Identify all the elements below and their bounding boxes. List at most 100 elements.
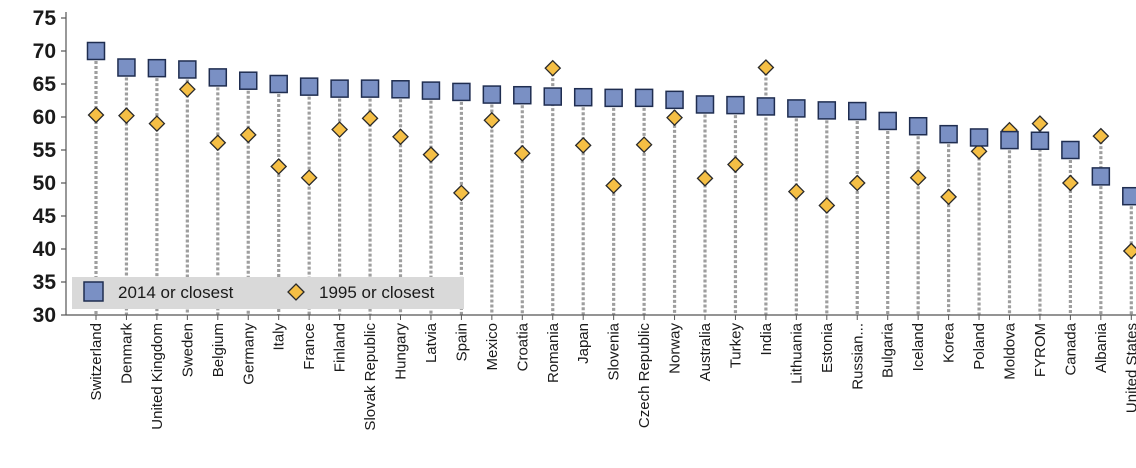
point-1995-mexico — [483, 111, 501, 129]
point-2014-korea — [939, 124, 958, 144]
x-category-label: Korea — [941, 322, 958, 363]
x-category-label: Germany — [240, 323, 257, 385]
x-category-label: Romania — [545, 322, 562, 383]
point-1995-switzerland — [87, 106, 105, 124]
y-tick-label: 50 — [33, 172, 56, 195]
x-category-label: Switzerland — [88, 323, 105, 401]
legend-label-2014: 2014 or closest — [118, 283, 234, 302]
x-category-label: Czech Republic — [636, 323, 653, 429]
point-2014-albania — [1091, 167, 1111, 186]
point-2014-bulgaria — [878, 111, 897, 131]
x-category-label: Albania — [1093, 322, 1110, 373]
point-1995-poland — [970, 142, 988, 160]
x-category-label: United States — [1123, 323, 1136, 413]
x-category-label: France — [301, 323, 318, 370]
x-category-label: Estonia — [819, 322, 836, 373]
point-1995-spain — [452, 184, 470, 202]
point-2014-sweden — [178, 60, 197, 79]
point-1995-australia — [696, 169, 714, 187]
x-category-label: Iceland — [910, 323, 927, 371]
x-category-label: Slovak Republic — [362, 323, 379, 431]
point-2014-norway — [665, 90, 684, 110]
point-1995-slovak-republic — [361, 109, 379, 127]
point-2014-poland — [969, 128, 989, 147]
x-category-label: Latvia — [423, 322, 440, 363]
point-2014-czech-republic — [634, 88, 654, 108]
point-2014-iceland — [908, 116, 928, 136]
y-tick-label: 70 — [33, 40, 56, 63]
point-2014-switzerland — [86, 41, 106, 61]
point-2014-slovak-republic — [360, 79, 380, 98]
point-1995-korea — [940, 188, 958, 206]
x-category-label: Croatia — [514, 322, 531, 371]
point-1995-czech-republic — [635, 136, 653, 154]
point-1995-sweden — [178, 80, 196, 98]
y-tick-label: 55 — [33, 139, 57, 162]
point-2014-fyrom — [1030, 131, 1050, 151]
point-2014-france — [299, 77, 319, 96]
x-category-label: Turkey — [727, 323, 744, 369]
point-2014-croatia — [513, 85, 532, 105]
point-2014-estonia — [817, 101, 837, 120]
x-category-label: United Kingdom — [149, 323, 166, 430]
legend: 2014 or closest 1995 or closest — [72, 277, 464, 309]
y-tick-label: 40 — [33, 238, 56, 261]
point-1995-belgium — [209, 134, 227, 152]
x-category-label: Moldova — [1002, 322, 1019, 379]
y-tick-label: 30 — [33, 304, 56, 327]
markers-group — [86, 41, 1136, 260]
legend-label-1995: 1995 or closest — [319, 283, 435, 302]
point-1995-russian — [848, 174, 866, 192]
x-category-label: Finland — [332, 323, 349, 372]
point-1995-fyrom — [1031, 115, 1049, 133]
point-2014-germany — [239, 71, 258, 90]
point-2014-slovenia — [604, 88, 623, 108]
x-category-label: Sweden — [179, 323, 196, 377]
axes-group: 30 35 40 45 50 55 60 65 70 75 — [33, 7, 1136, 327]
point-1995-latvia — [422, 146, 440, 164]
point-1995-united-states — [1122, 242, 1136, 260]
point-1995-finland — [331, 121, 349, 138]
legend-marker-2014 — [83, 281, 104, 302]
point-2014-italy — [269, 74, 288, 94]
point-2014-australia — [695, 95, 715, 114]
point-1995-albania — [1092, 127, 1110, 145]
point-2014-united-states — [1122, 186, 1136, 206]
x-category-label: FYROM — [1032, 323, 1049, 377]
point-1995-france — [300, 169, 318, 187]
point-2014-lithuania — [787, 99, 806, 118]
point-1995-canada — [1061, 174, 1079, 192]
x-category-label: Canada — [1062, 322, 1079, 375]
y-tick-label: 45 — [33, 205, 57, 228]
point-1995-germany — [239, 126, 257, 144]
point-2014-india — [756, 97, 776, 116]
point-2014-turkey — [726, 95, 745, 115]
x-category-label: Belgium — [210, 323, 227, 377]
point-1995-hungary — [392, 128, 409, 146]
x-category-label: Spain — [453, 323, 470, 361]
point-1995-united-kingdom — [148, 115, 166, 133]
x-category-label: Slovenia — [606, 322, 623, 380]
point-1995-croatia — [513, 144, 531, 162]
point-1995-slovenia — [605, 177, 623, 195]
point-2014-canada — [1061, 140, 1080, 160]
legend-marker-1995 — [287, 283, 305, 301]
x-category-label: Italy — [271, 323, 288, 351]
point-1995-turkey — [727, 156, 744, 173]
x-category-label: Bulgaria — [880, 322, 897, 378]
point-1995-iceland — [909, 169, 927, 187]
point-2014-japan — [573, 87, 593, 107]
point-2014-hungary — [391, 80, 410, 99]
point-2014-denmark — [117, 58, 136, 77]
x-category-label: India — [758, 322, 775, 355]
point-1995-japan — [574, 136, 592, 154]
x-category-label: Lithuania — [788, 322, 805, 384]
point-1995-norway — [666, 109, 683, 127]
point-1995-estonia — [818, 197, 836, 214]
x-category-label: Hungary — [393, 323, 410, 380]
point-2014-spain — [452, 82, 471, 102]
y-tick-label: 75 — [33, 7, 57, 30]
y-tick-label: 35 — [33, 271, 57, 294]
